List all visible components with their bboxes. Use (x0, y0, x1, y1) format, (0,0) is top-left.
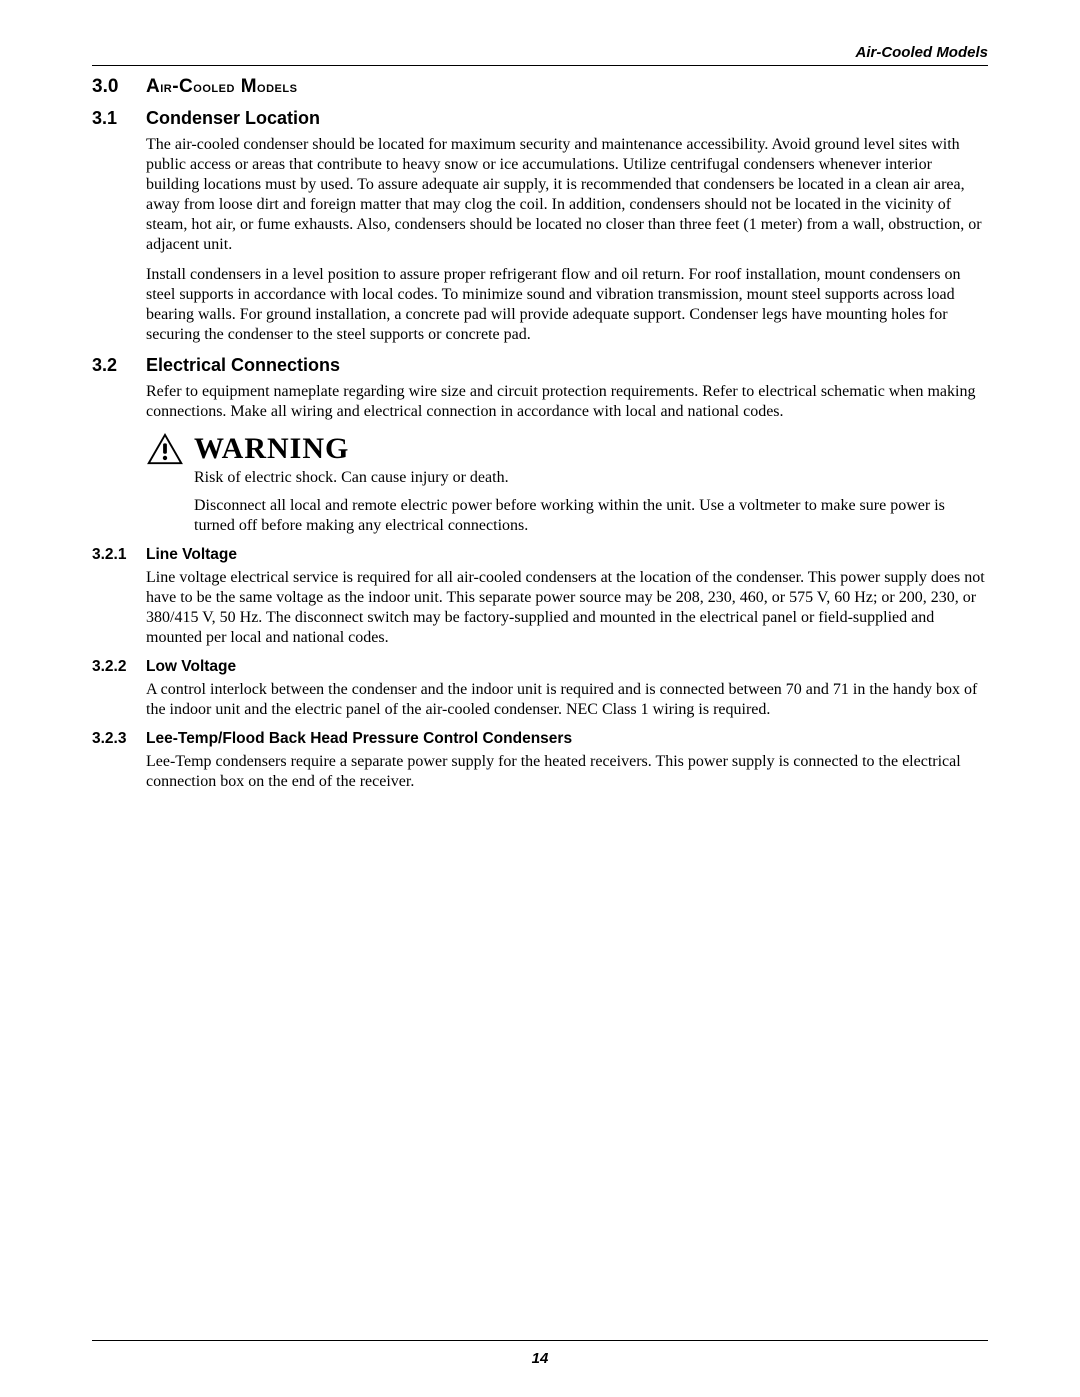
warning-head: WARNING (146, 432, 988, 466)
section-3-2-body: Refer to equipment nameplate regarding w… (146, 382, 988, 422)
heading-3-2-1: 3.2.1 Line Voltage (92, 546, 988, 564)
t: ir (160, 79, 172, 96)
heading-number: 3.0 (92, 76, 146, 98)
heading-3-2-3: 3.2.3 Lee-Temp/Flood Back Head Pressure … (92, 730, 988, 748)
warning-text: Risk of electric shock. Can cause injury… (194, 468, 988, 536)
heading-3-2-2: 3.2.2 Low Voltage (92, 658, 988, 676)
heading-number: 3.1 (92, 108, 146, 129)
paragraph: Risk of electric shock. Can cause injury… (194, 468, 988, 488)
heading-text: Low Voltage (146, 658, 236, 676)
paragraph: Install condensers in a level position t… (146, 265, 988, 345)
bottom-rule (92, 1340, 988, 1341)
heading-3-2: 3.2 Electrical Connections (92, 355, 988, 376)
heading-3-0: 3.0 Air-Cooled Models (92, 76, 988, 98)
t: -C (172, 76, 193, 97)
running-head: Air-Cooled Models (92, 44, 988, 61)
paragraph: Lee-Temp condensers require a separate p… (146, 752, 988, 792)
heading-3-1: 3.1 Condenser Location (92, 108, 988, 129)
t: M (235, 76, 257, 97)
heading-text: Electrical Connections (146, 355, 340, 376)
paragraph: A control interlock between the condense… (146, 680, 988, 720)
page: Air-Cooled Models 3.0 Air-Cooled Models … (0, 0, 1080, 1397)
heading-text: Lee-Temp/Flood Back Head Pressure Contro… (146, 730, 572, 748)
paragraph: Line voltage electrical service is requi… (146, 568, 988, 648)
heading-number: 3.2.1 (92, 546, 146, 564)
section-3-1-body: The air-cooled condenser should be locat… (146, 135, 988, 345)
heading-number: 3.2.2 (92, 658, 146, 676)
t: odels (257, 79, 297, 96)
heading-number: 3.2 (92, 355, 146, 376)
warning-triangle-icon (146, 432, 184, 466)
section-3-2-1-body: Line voltage electrical service is requi… (146, 568, 988, 648)
paragraph: The air-cooled condenser should be locat… (146, 135, 988, 255)
heading-number: 3.2.3 (92, 730, 146, 748)
heading-text: Condenser Location (146, 108, 320, 129)
page-number: 14 (0, 1350, 1080, 1367)
paragraph: Disconnect all local and remote electric… (194, 496, 988, 536)
warning-block: WARNING Risk of electric shock. Can caus… (146, 432, 988, 536)
section-3-2-2-body: A control interlock between the condense… (146, 680, 988, 720)
heading-text: Air-Cooled Models (146, 76, 297, 98)
paragraph: Refer to equipment nameplate regarding w… (146, 382, 988, 422)
t: ooled (193, 79, 235, 96)
section-3-2-3-body: Lee-Temp condensers require a separate p… (146, 752, 988, 792)
top-rule (92, 65, 988, 66)
heading-text: Line Voltage (146, 546, 237, 564)
t: A (146, 76, 160, 97)
warning-title: WARNING (194, 432, 349, 466)
